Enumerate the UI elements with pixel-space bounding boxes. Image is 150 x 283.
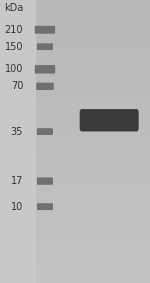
Text: 70: 70 xyxy=(11,81,23,91)
Text: 17: 17 xyxy=(11,176,23,186)
FancyBboxPatch shape xyxy=(37,203,53,210)
FancyBboxPatch shape xyxy=(37,177,53,185)
FancyBboxPatch shape xyxy=(37,128,53,135)
Text: 35: 35 xyxy=(11,127,23,137)
FancyBboxPatch shape xyxy=(35,65,55,74)
FancyBboxPatch shape xyxy=(35,26,55,34)
Text: 210: 210 xyxy=(5,25,23,35)
FancyBboxPatch shape xyxy=(80,109,139,131)
Text: 100: 100 xyxy=(5,64,23,74)
Text: 150: 150 xyxy=(5,42,23,52)
Text: 10: 10 xyxy=(11,201,23,212)
Text: kDa: kDa xyxy=(4,3,23,14)
FancyBboxPatch shape xyxy=(36,83,54,90)
FancyBboxPatch shape xyxy=(37,43,53,50)
